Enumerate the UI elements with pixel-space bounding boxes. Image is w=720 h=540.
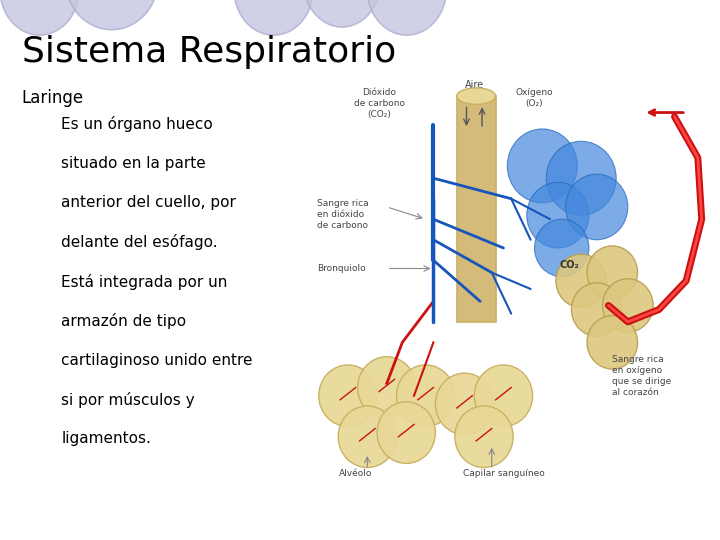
Text: ligamentos.: ligamentos. bbox=[61, 431, 151, 447]
Text: Dióxido
de carbono
(CO₂): Dióxido de carbono (CO₂) bbox=[354, 88, 405, 119]
Circle shape bbox=[377, 402, 436, 463]
Text: Aire: Aire bbox=[464, 80, 484, 90]
Circle shape bbox=[436, 373, 494, 435]
Text: Capilar sanguíneo: Capilar sanguíneo bbox=[462, 469, 544, 478]
Circle shape bbox=[358, 357, 416, 418]
Circle shape bbox=[587, 316, 638, 369]
Text: delante del esófago.: delante del esófago. bbox=[61, 234, 218, 251]
Circle shape bbox=[474, 365, 533, 427]
Polygon shape bbox=[456, 96, 495, 322]
Text: Sangre rica
en dióxido
de carbono: Sangre rica en dióxido de carbono bbox=[317, 199, 369, 230]
Circle shape bbox=[527, 183, 589, 248]
Ellipse shape bbox=[65, 0, 158, 30]
Text: Sangre rica
en oxígeno
que se dirige
al corazón: Sangre rica en oxígeno que se dirige al … bbox=[612, 355, 672, 397]
Circle shape bbox=[397, 365, 455, 427]
Circle shape bbox=[603, 279, 653, 332]
Circle shape bbox=[455, 406, 513, 468]
Circle shape bbox=[319, 365, 377, 427]
Circle shape bbox=[546, 141, 616, 215]
Ellipse shape bbox=[0, 0, 79, 35]
Text: situado en la parte: situado en la parte bbox=[61, 156, 206, 171]
Ellipse shape bbox=[234, 0, 313, 35]
Text: Bronquiolo: Bronquiolo bbox=[317, 265, 366, 273]
Ellipse shape bbox=[367, 0, 446, 35]
Text: anterior del cuello, por: anterior del cuello, por bbox=[61, 195, 236, 210]
Circle shape bbox=[572, 283, 622, 336]
Text: si por músculos y: si por músculos y bbox=[61, 392, 195, 408]
Text: Alvéolo: Alvéolo bbox=[339, 469, 372, 478]
Ellipse shape bbox=[456, 88, 495, 104]
Text: Oxígeno
(O₂): Oxígeno (O₂) bbox=[516, 88, 554, 108]
Text: Es un órgano hueco: Es un órgano hueco bbox=[61, 116, 213, 132]
Text: Laringe: Laringe bbox=[22, 89, 84, 107]
Circle shape bbox=[556, 254, 606, 307]
Circle shape bbox=[508, 129, 577, 203]
Circle shape bbox=[534, 219, 589, 276]
Circle shape bbox=[587, 246, 638, 299]
Circle shape bbox=[338, 406, 397, 468]
Text: cartilaginoso unido entre: cartilaginoso unido entre bbox=[61, 353, 253, 368]
Circle shape bbox=[566, 174, 628, 240]
Text: Sistema Respiratorio: Sistema Respiratorio bbox=[22, 35, 396, 69]
Text: armazón de tipo: armazón de tipo bbox=[61, 313, 186, 329]
Text: Está integrada por un: Está integrada por un bbox=[61, 274, 228, 290]
Ellipse shape bbox=[302, 0, 382, 27]
Text: CO₂: CO₂ bbox=[559, 260, 580, 271]
